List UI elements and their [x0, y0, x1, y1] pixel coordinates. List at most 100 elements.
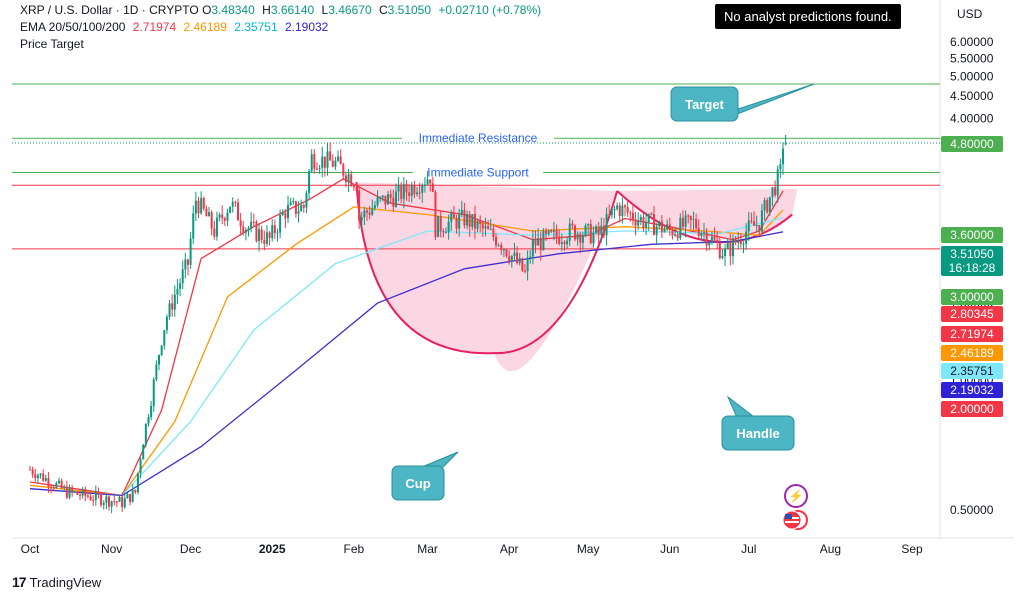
candle-body — [563, 242, 566, 245]
chart-legend: XRP / U.S. Dollar · 1D · CRYPTO O3.48340… — [20, 2, 545, 53]
candle-body — [542, 230, 545, 251]
candle-body — [210, 212, 213, 229]
candle-body — [734, 238, 737, 243]
candle-body — [731, 238, 734, 257]
x-tick-label: Apr — [500, 542, 519, 556]
price-axis-label-bg — [941, 326, 1003, 342]
price-target-row[interactable]: Price Target — [20, 36, 545, 53]
candle-body — [250, 221, 253, 229]
level-label-bg — [402, 130, 554, 146]
candle-body — [213, 228, 216, 237]
candle-body — [192, 213, 195, 239]
ema-line — [29, 206, 784, 497]
candle-body — [497, 245, 500, 247]
candle-body — [647, 213, 650, 223]
candle-body — [65, 486, 68, 498]
candle-body — [776, 169, 779, 196]
candle-body — [458, 214, 461, 229]
candle-body — [394, 191, 397, 207]
candle-body — [315, 168, 318, 170]
candle-body — [202, 198, 205, 209]
candle-body — [650, 213, 653, 215]
candle-body — [571, 223, 574, 226]
price-axis-label: 2.46189 — [950, 346, 994, 360]
candle-body — [400, 185, 403, 200]
candle-body — [771, 187, 774, 197]
candle-body — [234, 201, 237, 203]
change-value: +0.02710 (+0.78%) — [438, 3, 542, 17]
candle-body — [552, 230, 555, 232]
branding[interactable]: 17 TradingView — [12, 574, 101, 590]
candle-body — [31, 469, 34, 475]
candle-body — [502, 249, 505, 251]
x-tick-label: Jul — [741, 542, 756, 556]
candle-body — [460, 209, 463, 215]
currency-button[interactable]: USD — [957, 7, 983, 21]
candle-body — [339, 156, 342, 165]
high-value: 3.66140 — [270, 3, 315, 17]
candle-body — [289, 202, 292, 205]
candle-body — [529, 256, 532, 258]
ema-label: EMA 20/50/100/200 — [20, 20, 126, 34]
candle-body — [368, 212, 371, 215]
candle-body — [268, 232, 271, 238]
candle-body — [39, 473, 42, 476]
price-target-label: Price Target — [20, 37, 84, 51]
candle-body — [484, 226, 487, 229]
candle-body — [147, 417, 150, 424]
ema-row[interactable]: EMA 20/50/100/200 2.71974 2.46189 2.3575… — [20, 19, 545, 36]
candle-body — [284, 212, 287, 219]
candle-body — [505, 249, 508, 257]
us-flag-event-icon[interactable] — [782, 509, 808, 531]
candle-body — [521, 258, 524, 271]
candle-body — [363, 210, 366, 218]
candle-body — [102, 502, 105, 505]
candle-body — [558, 236, 561, 244]
candle-body — [184, 259, 187, 270]
x-tick-label: Oct — [21, 542, 40, 556]
candle-body — [173, 294, 176, 310]
candle-body — [29, 469, 31, 471]
candle-body — [471, 214, 474, 227]
candle-body — [63, 486, 66, 489]
candle-body — [726, 242, 729, 249]
candle-body — [97, 491, 100, 495]
candle-body — [613, 209, 616, 211]
candle-body — [508, 256, 511, 262]
candle-body — [226, 212, 229, 221]
candle-body — [652, 214, 655, 235]
candle-body — [510, 255, 513, 262]
candle-body — [455, 218, 458, 229]
cup-pattern-curve — [355, 182, 619, 355]
lightning-event-icon[interactable]: ⚡ — [784, 484, 808, 508]
candle-body — [742, 243, 745, 245]
candle-body — [560, 242, 563, 244]
candle-body — [666, 224, 669, 230]
candle-body — [713, 236, 716, 240]
candle-body — [703, 232, 706, 234]
candle-body — [479, 221, 482, 224]
level-label-bg — [412, 164, 544, 180]
candle-body — [310, 154, 313, 172]
candle-body — [321, 156, 324, 169]
candle-body — [781, 148, 784, 165]
y-tick-label: 0.50000 — [950, 503, 994, 517]
candle-body — [466, 214, 469, 226]
candle-body — [55, 483, 58, 488]
y-tick-label: 5.00000 — [950, 69, 994, 83]
candle-body — [487, 226, 490, 230]
cup-callout: Cup — [391, 451, 459, 501]
price-axis-label: 2.19032 — [950, 383, 994, 397]
callout-label: Handle — [736, 426, 779, 441]
candle-body — [689, 215, 692, 220]
target-callout: Target — [670, 83, 815, 122]
candle-body — [605, 213, 608, 236]
candle-body — [105, 496, 108, 503]
ema20-value: 2.71974 — [132, 20, 177, 34]
symbol-title[interactable]: XRP / U.S. Dollar · 1D · CRYPTO — [20, 3, 199, 17]
candle-body — [197, 200, 200, 214]
candle-body — [208, 212, 211, 217]
candle-body — [592, 232, 595, 244]
price-axis-label-bg — [941, 246, 1003, 276]
